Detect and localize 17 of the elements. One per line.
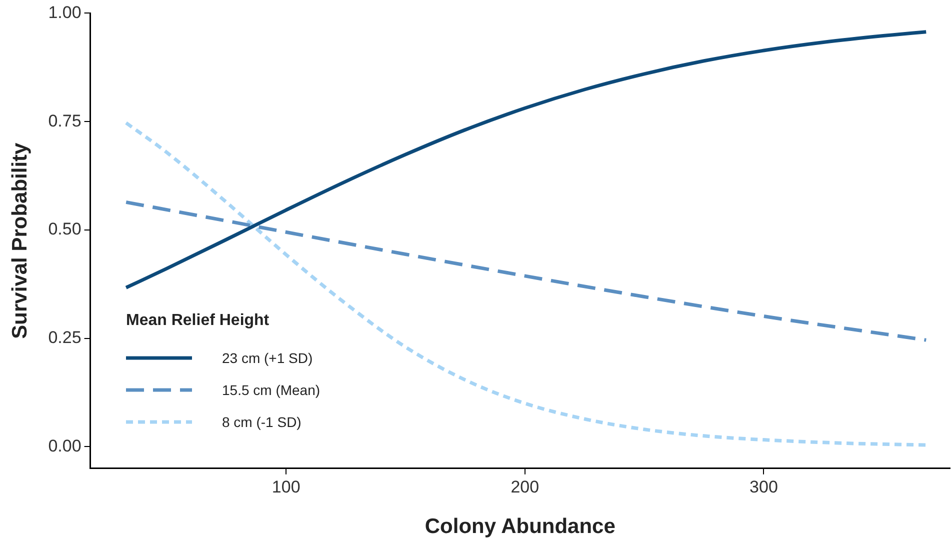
line-series — [124, 121, 928, 447]
legend-label: 23 cm (+1 SD) — [222, 350, 313, 366]
y-tick-label: 0.50 — [48, 220, 82, 239]
x-tick-label: 100 — [272, 477, 300, 496]
line-series — [124, 30, 928, 290]
legend-label: 15.5 cm (Mean) — [222, 382, 320, 398]
y-tick-label: 0.00 — [48, 436, 82, 456]
x-tick-label: 300 — [750, 477, 778, 496]
legend-label: 8 cm (-1 SD) — [222, 414, 302, 430]
y-tick-label: 0.75 — [48, 111, 82, 130]
y-tick-label: 1.00 — [48, 2, 82, 22]
x-axis-title: Colony Abundance — [424, 515, 616, 538]
line-series — [124, 200, 928, 342]
legend-title: Mean Relief Height — [126, 312, 270, 330]
y-tick-label: 0.25 — [48, 328, 82, 348]
y-axis-title: Survival Probability — [8, 142, 32, 339]
x-tick-label: 200 — [510, 477, 540, 496]
